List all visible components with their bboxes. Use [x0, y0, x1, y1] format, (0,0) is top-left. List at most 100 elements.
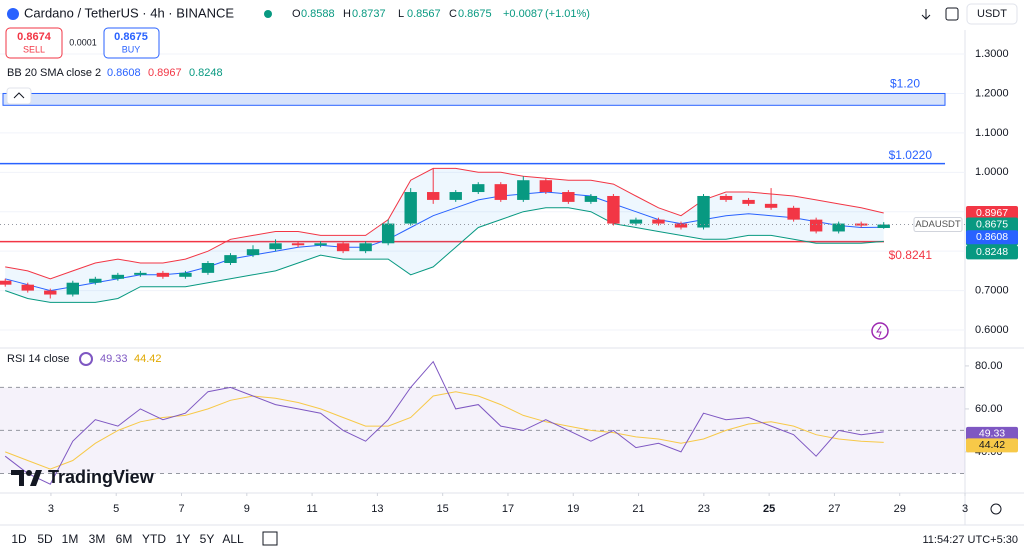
- change: +0.0087: [503, 8, 543, 20]
- indicator-label: BB 20 SMA close 2: [7, 67, 101, 79]
- rsi-line: [4, 360, 884, 485]
- buy-button[interactable]: [103, 27, 160, 59]
- candle-body: [0, 280, 12, 285]
- range-button[interactable]: 1M: [62, 532, 79, 546]
- collapse-button[interactable]: [6, 87, 32, 105]
- symbol-badge-bg: [913, 217, 963, 233]
- y-tick-label: 0.6000: [975, 324, 1009, 336]
- candle-body: [764, 203, 778, 208]
- x-tick-label: 15: [437, 503, 449, 515]
- candle-body: [427, 192, 440, 200]
- candle-body: [44, 290, 57, 295]
- currency-button[interactable]: [966, 3, 1018, 25]
- x-tick-label: 25: [763, 503, 775, 515]
- logo-mark: [11, 470, 42, 486]
- candle-body: [156, 272, 170, 277]
- currency[interactable]: USDT: [977, 8, 1007, 20]
- range-button[interactable]: 1D: [11, 532, 27, 546]
- level-label: $0.8241: [889, 248, 933, 262]
- candle-body: [201, 262, 215, 273]
- candle-body: [629, 219, 643, 224]
- y-tick-label: 80.00: [975, 360, 1003, 372]
- bb-line: [5, 191, 884, 292]
- candle-body: [381, 223, 395, 244]
- candle-body: [854, 223, 868, 226]
- bb-lower-value: 0.8248: [189, 67, 223, 79]
- range-button[interactable]: YTD: [142, 532, 166, 546]
- candle-body: [494, 184, 507, 200]
- bb-lower-badge-bg: [966, 245, 1018, 260]
- buy-price[interactable]: 0.8675: [114, 31, 148, 43]
- x-tick-label: 29: [894, 503, 906, 515]
- market-status: [264, 10, 272, 18]
- x-tick-label: 21: [632, 503, 644, 515]
- range-button[interactable]: 3M: [89, 532, 106, 546]
- x-tick-label: 13: [371, 503, 383, 515]
- candle-body: [809, 219, 823, 232]
- ohlc-value: 0.8675: [458, 8, 492, 20]
- band-fill: [5, 168, 884, 303]
- x-tick-label: 9: [244, 503, 250, 515]
- candle-body: [697, 195, 710, 228]
- change-pct: (+1.01%): [545, 8, 590, 20]
- spread: 0.0001: [69, 37, 97, 47]
- candle-body: [832, 223, 845, 232]
- bb-line: [5, 167, 884, 280]
- x-tick-label: 3: [48, 503, 54, 515]
- candle-body: [269, 243, 282, 250]
- alert-icon[interactable]: [871, 322, 889, 340]
- bb-lower-badge: 0.8248: [976, 246, 1008, 258]
- range-button[interactable]: 5Y: [200, 532, 215, 546]
- candle-body: [336, 243, 350, 252]
- ohlc-key: O: [292, 8, 301, 20]
- candle-body: [449, 192, 462, 200]
- sell-price[interactable]: 0.8674: [17, 31, 52, 43]
- x-tick-label: 5: [113, 503, 119, 515]
- candle-body: [787, 207, 800, 220]
- x-tick-label: 7: [178, 503, 184, 515]
- candle-body: [111, 274, 125, 279]
- ohlc-value: 0.8737: [352, 8, 386, 20]
- range-button[interactable]: 1Y: [176, 532, 191, 546]
- date-range-icon[interactable]: [262, 531, 278, 546]
- candle-body: [134, 272, 147, 275]
- candle-body: [359, 243, 372, 252]
- sell-button[interactable]: [5, 27, 63, 59]
- y-tick-label: 0.7000: [975, 285, 1009, 297]
- download-icon[interactable]: [921, 9, 931, 20]
- settings-icon[interactable]: [990, 503, 1002, 515]
- range-button[interactable]: ALL: [222, 532, 244, 546]
- zone-label: $1.20: [890, 77, 920, 91]
- level-label: $1.0220: [889, 148, 933, 162]
- y-tick-label: 1.0000: [975, 166, 1009, 178]
- bb-upper-badge-bg: [966, 206, 1018, 221]
- rsi-ma-badge-bg: [966, 438, 1018, 453]
- bb-basis-badge-bg: [966, 230, 1018, 245]
- ohlc-key: C: [449, 8, 457, 20]
- x-tick-label: 17: [502, 503, 514, 515]
- price-zone: [2, 92, 946, 106]
- bb-line: [5, 207, 884, 303]
- buy-label[interactable]: BUY: [122, 44, 141, 54]
- candle-body: [21, 284, 34, 291]
- candle-body: [719, 195, 733, 200]
- candle-body: [674, 223, 688, 228]
- logo-dot: [26, 470, 32, 476]
- collapse-icon: [13, 92, 25, 99]
- x-tick-label: 11: [306, 503, 317, 515]
- candle-body: [742, 199, 755, 204]
- bb-basis-badge: 0.8608: [976, 231, 1008, 243]
- range-button[interactable]: 5D: [37, 532, 53, 546]
- bb-basis-value: 0.8608: [107, 67, 141, 79]
- candle-body: [179, 272, 192, 277]
- candle-body: [89, 278, 102, 283]
- candle-body: [246, 249, 260, 256]
- fullscreen-icon[interactable]: [945, 7, 959, 21]
- range-button[interactable]: 6M: [116, 532, 133, 546]
- sell-label[interactable]: SELL: [23, 44, 45, 54]
- candle-body: [877, 224, 890, 228]
- rsi-ma-value: 44.42: [134, 353, 162, 365]
- y-tick-label: 1.2000: [975, 87, 1009, 99]
